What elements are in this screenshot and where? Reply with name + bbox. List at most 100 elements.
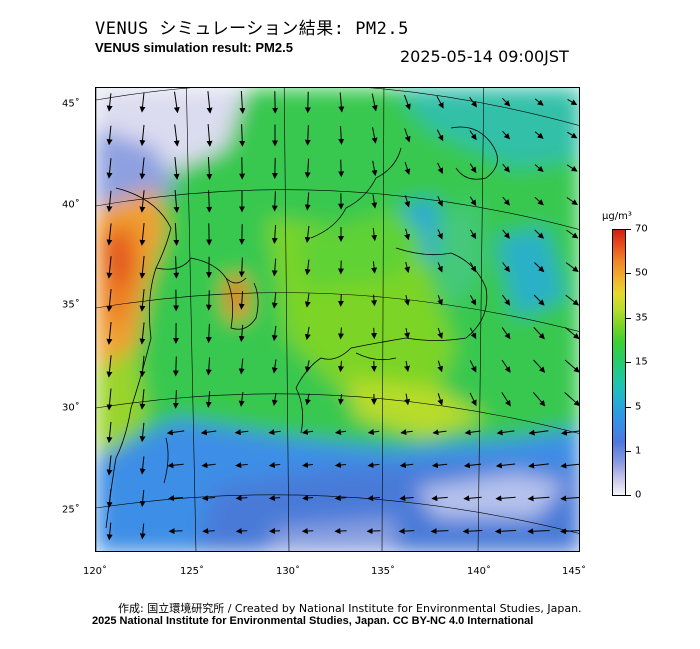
wind-arrow <box>304 192 311 211</box>
wind-arrow <box>234 429 249 436</box>
wind-arrow <box>304 259 311 276</box>
wind-arrow <box>371 127 378 144</box>
colorbar-label-50: 50 <box>635 267 648 279</box>
wind-arrow <box>469 163 477 174</box>
wind-arrow <box>334 462 347 468</box>
wind-arrow <box>172 356 179 377</box>
wind-arrow <box>564 392 579 407</box>
wind-arrow <box>139 256 146 279</box>
wind-arrow <box>463 495 482 502</box>
wind-arrow <box>469 294 477 306</box>
wind-arrow <box>437 262 443 273</box>
wind-arrow <box>205 357 212 376</box>
wind-arrow <box>139 223 146 246</box>
wind-arrow <box>533 359 546 373</box>
wind-arrow <box>173 223 180 246</box>
wind-arrow <box>534 229 545 239</box>
wind-arrow <box>437 229 443 240</box>
wind-arrow <box>106 93 113 112</box>
wind-arrow <box>239 90 246 114</box>
wind-arrow <box>495 462 516 469</box>
wind-arrow <box>371 261 378 274</box>
colorbar-unit: µg/m³ <box>602 211 632 222</box>
wind-arrow <box>502 196 510 206</box>
wind-arrow <box>238 324 245 343</box>
wind-arrow <box>238 358 245 375</box>
wind-arrow <box>106 223 113 246</box>
wind-arrow <box>501 327 511 340</box>
wind-arrow <box>564 327 579 340</box>
wind-arrow <box>235 462 248 469</box>
wind-arrow <box>304 360 311 373</box>
wind-arrow <box>367 462 380 469</box>
wind-arrow <box>534 98 544 106</box>
wind-arrow <box>139 157 146 180</box>
wind-arrow <box>139 389 146 410</box>
wind-arrow <box>139 422 146 443</box>
wind-arrow <box>560 462 579 469</box>
license-text: 2025 National Institute for Environmenta… <box>92 615 534 627</box>
wind-arrow <box>566 197 578 206</box>
wind-arrow <box>304 158 311 179</box>
wind-arrow <box>271 224 278 244</box>
wind-arrow <box>106 190 113 213</box>
wind-arrow <box>168 495 184 502</box>
wind-arrow <box>437 393 444 406</box>
wind-arrow <box>371 294 378 307</box>
wind-arrow <box>206 91 213 114</box>
colorbar-label-1: 1 <box>635 445 642 457</box>
wind-arrow <box>205 290 212 311</box>
wind-arrow <box>139 92 146 113</box>
wind-arrow <box>436 95 444 109</box>
wind-arrow <box>239 124 246 147</box>
wind-arrow <box>206 124 213 147</box>
wind-arrow <box>173 157 180 180</box>
wind-arrow <box>337 294 344 307</box>
wind-arrow <box>469 97 477 108</box>
wind-arrow <box>106 455 113 476</box>
wind-arrow <box>567 131 578 139</box>
colorbar-tick <box>626 407 631 408</box>
wind-arrow <box>139 456 146 475</box>
wind-arrow <box>301 429 314 435</box>
wind-arrow <box>436 129 444 142</box>
wind-arrow <box>235 495 248 502</box>
wind-arrow <box>338 126 345 145</box>
wind-arrow <box>235 528 248 535</box>
wind-arrow <box>206 190 213 213</box>
wind-arrow <box>139 124 146 147</box>
wind-vectors <box>106 90 579 541</box>
wind-arrow <box>302 495 314 501</box>
wind-arrow <box>106 322 113 345</box>
wind-arrow <box>201 462 216 469</box>
wind-arrow <box>437 195 443 207</box>
colorbar-tick <box>626 362 631 363</box>
x-tick-125: 125˚ <box>179 566 205 577</box>
wind-arrow <box>337 360 344 373</box>
wind-arrow <box>238 392 245 407</box>
wind-arrow <box>404 328 410 339</box>
wind-arrow <box>527 528 550 535</box>
title-jp: VENUS シミュレーション結果: PM2.5 <box>95 19 409 39</box>
wind-arrow <box>304 125 311 146</box>
wind-arrow <box>338 393 344 405</box>
wind-arrow <box>371 194 378 209</box>
wind-arrow <box>502 229 510 239</box>
wind-arrow <box>462 528 483 535</box>
colorbar-tick <box>626 318 631 319</box>
wind-arrow <box>566 229 579 239</box>
wind-arrow <box>565 262 579 272</box>
wind-arrow <box>371 227 378 242</box>
wind-arrow <box>560 528 579 535</box>
wind-arrow <box>398 528 415 535</box>
wind-arrow <box>494 528 517 535</box>
concentration-field <box>96 88 579 551</box>
wind-arrow <box>304 293 311 308</box>
wind-arrow <box>172 390 179 409</box>
colorbar-label-70: 70 <box>635 223 648 235</box>
wind-arrow <box>139 289 146 312</box>
wind-arrow <box>404 360 410 372</box>
wind-arrow <box>404 128 411 143</box>
y-tick-30: 30˚ <box>62 402 80 414</box>
colorbar-tick <box>626 229 631 230</box>
